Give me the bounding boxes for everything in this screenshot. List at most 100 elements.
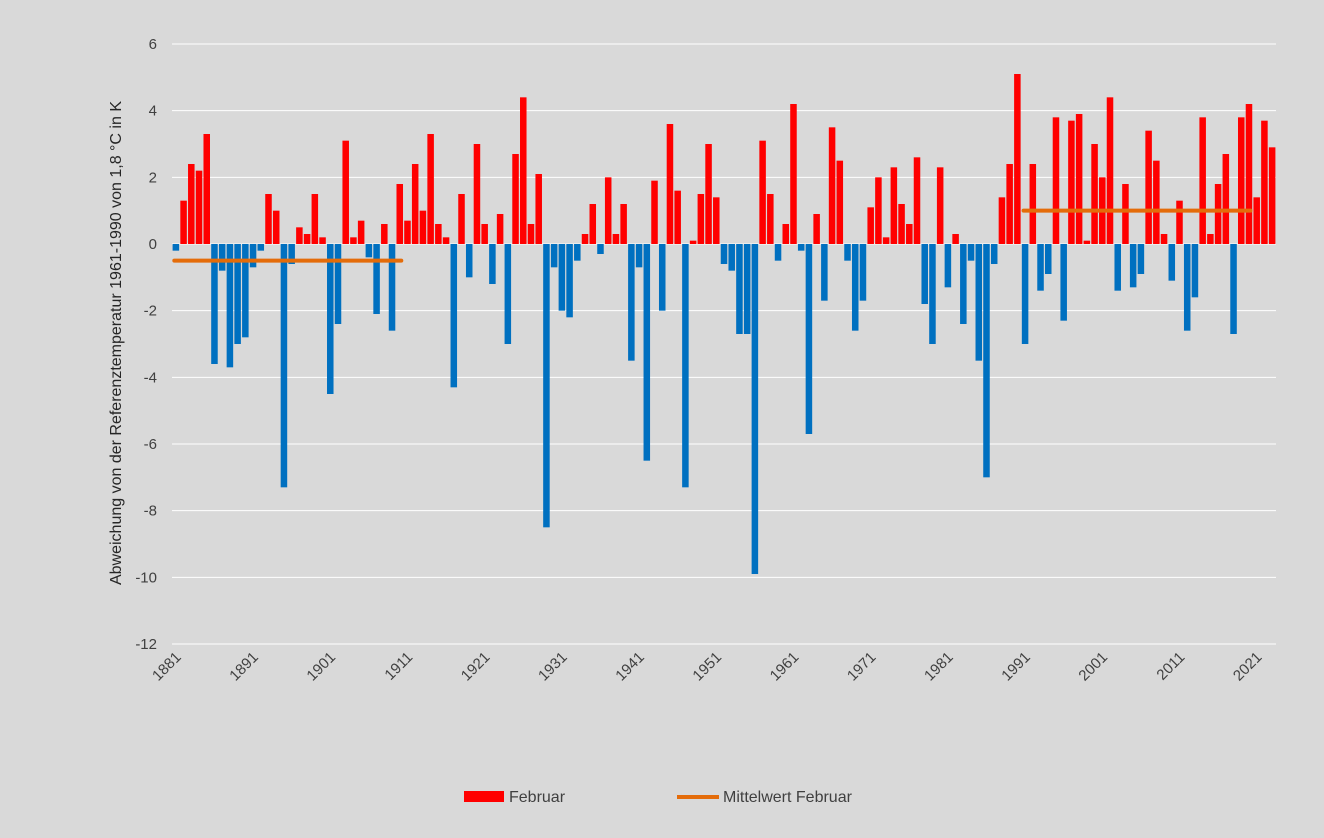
bar-1947: [682, 244, 689, 488]
bar-2017: [1222, 154, 1230, 244]
bar-1997: [1068, 120, 1075, 244]
bar-1924: [504, 244, 512, 344]
x-axis: 1881 1891 1901 1911 1921 1931 1941 1951 1961 1971…: [149, 649, 1265, 685]
bar-1976: [906, 224, 913, 244]
x-tick-label: 2011: [1153, 649, 1188, 684]
bar-2011: [1176, 200, 1183, 244]
x-tick-label: 1951: [689, 649, 725, 685]
bar-1931: [558, 244, 566, 311]
bar-1964: [813, 214, 820, 244]
y-tick-label: -12: [135, 636, 157, 653]
bar-2007: [1145, 130, 1152, 244]
bar-1889: [234, 244, 241, 344]
bar-2006: [1137, 244, 1145, 274]
bar-1962: [797, 244, 805, 251]
bar-1905: [357, 220, 365, 244]
bar-1999: [1083, 240, 1091, 244]
bar-1956: [751, 244, 759, 574]
bar-1951: [713, 197, 720, 244]
x-tick-label: 2021: [1230, 649, 1266, 685]
bar-1993: [1037, 244, 1044, 291]
x-tick-label: 1961: [767, 649, 803, 685]
y-tick-label: 4: [149, 103, 157, 120]
bar-1995: [1052, 117, 1060, 244]
bar-1893: [265, 194, 272, 244]
bar-1904: [350, 237, 357, 244]
bar-1938: [612, 234, 620, 244]
bar-1909: [388, 244, 396, 331]
x-tick-label: 1901: [303, 649, 339, 685]
bar-1926: [520, 97, 527, 244]
bar-1944: [658, 244, 666, 311]
x-tick-label: 1911: [381, 649, 416, 684]
bar-1989: [1006, 164, 1013, 244]
bar-1935: [589, 204, 597, 244]
bar-2015: [1207, 234, 1214, 244]
bar-1967: [836, 160, 844, 244]
legend: Februar Mittelwert Februar: [464, 789, 853, 806]
bar-1998: [1075, 114, 1083, 244]
bar-1972: [875, 177, 882, 244]
bar-1985: [975, 244, 983, 361]
bar-1971: [867, 207, 874, 244]
bar-1937: [604, 177, 612, 244]
bar-1974: [890, 167, 898, 244]
bar-1919: [465, 244, 473, 278]
y-axis: 6 4 2 0 -2 -4 -6 -8 -10 -12: [135, 36, 157, 653]
bar-1887: [218, 244, 226, 271]
bar-1914: [427, 134, 434, 244]
y-tick-label: -4: [144, 369, 157, 386]
bar-1939: [620, 204, 627, 244]
bar-1881: [172, 244, 180, 251]
bar-1959: [774, 244, 782, 261]
x-tick-label: 1881: [149, 649, 185, 685]
x-tick-label: 1991: [998, 649, 1034, 685]
bar-1934: [581, 234, 589, 244]
bar-1903: [342, 140, 349, 244]
bar-1936: [597, 244, 604, 254]
bar-1966: [828, 127, 836, 244]
y-tick-label: 6: [149, 36, 157, 53]
bar-2019: [1238, 117, 1245, 244]
bar-2002: [1106, 97, 1114, 244]
bar-1955: [743, 244, 751, 334]
bar-1898: [303, 234, 311, 244]
bar-1988: [998, 197, 1006, 244]
bar-1978: [921, 244, 928, 304]
y-tick-label: 2: [149, 169, 157, 186]
bar-1915: [435, 224, 442, 244]
y-tick-label: -8: [144, 503, 157, 520]
bar-1894: [272, 210, 280, 244]
bar-1941: [635, 244, 643, 268]
bar-1948: [689, 240, 697, 244]
bar-1925: [512, 154, 519, 244]
bar-2012: [1183, 244, 1191, 331]
bar-1883: [188, 164, 195, 244]
bar-1920: [473, 144, 481, 244]
bar-2000: [1091, 144, 1098, 244]
bar-1911: [404, 220, 411, 244]
bar-1913: [419, 210, 427, 244]
bar-1940: [628, 244, 635, 361]
bar-2018: [1230, 244, 1237, 334]
bar-1943: [651, 180, 658, 244]
bar-1929: [543, 244, 550, 528]
bar-2005: [1129, 244, 1137, 288]
bar-1897: [296, 227, 303, 244]
bar-1961: [790, 104, 797, 244]
bar-1992: [1029, 164, 1037, 244]
bar-1885: [203, 134, 210, 244]
bar-1983: [960, 244, 967, 324]
bar-2008: [1153, 160, 1160, 244]
bar-1980: [936, 167, 944, 244]
bar-1945: [666, 124, 674, 244]
bar-1970: [859, 244, 867, 301]
bar-2014: [1199, 117, 1206, 244]
bar-1916: [442, 237, 450, 244]
y-axis-title: Abweichung von der Referenztemperatur 19…: [108, 101, 125, 585]
bar-2013: [1191, 244, 1199, 298]
bar-2016: [1214, 184, 1222, 244]
bar-1991: [1021, 244, 1029, 344]
